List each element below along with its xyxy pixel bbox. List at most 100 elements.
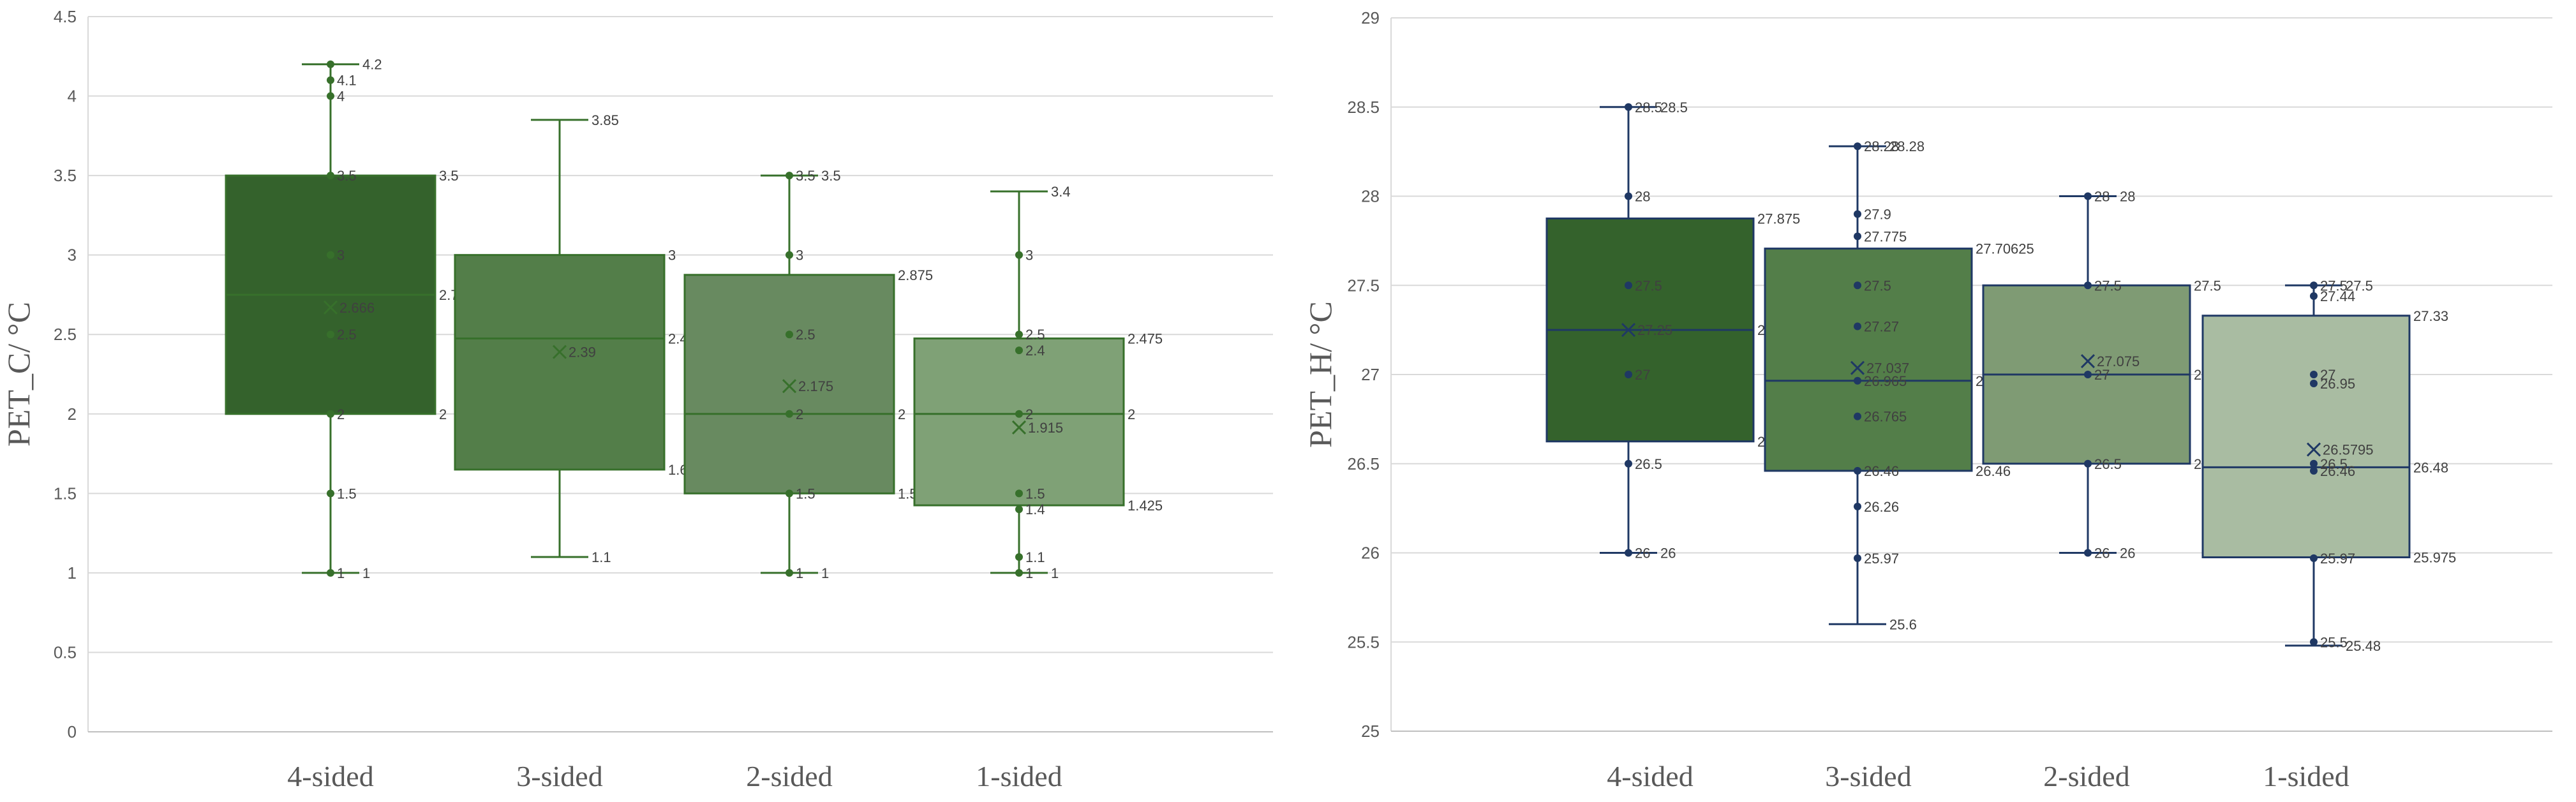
data-point-label: 3 [1025,248,1033,264]
data-point [327,92,334,100]
data-point [2084,549,2092,557]
data-point-label: 28.5 [1635,100,1662,115]
data-point-label: 26.26 [1864,499,1899,515]
y-tick-label: 3.5 [54,166,77,185]
data-point-label: 27.5 [2320,278,2348,293]
y-axis-title: PET_C/ °C [1,302,36,447]
y-tick-label: 28 [1361,187,1380,206]
data-point-label: 3.5 [796,168,815,184]
data-point-label: 4.1 [337,73,357,89]
y-tick-label: 1 [68,563,77,583]
data-point [785,251,793,259]
data-point [785,410,793,418]
data-point [327,489,334,498]
data-point [2084,459,2092,468]
data-point [327,251,334,259]
y-tick-label: 2 [68,405,77,424]
data-point-label: 26.46 [2320,463,2355,479]
data-point [327,172,334,180]
data-point [1015,505,1023,514]
x-category-label: 2-sided [746,760,832,792]
data-point [1015,568,1023,577]
mean-label: 1.915 [1028,420,1063,436]
data-point [327,330,334,339]
data-point-label: 27.27 [1864,319,1899,335]
x-category-label: 3-sided [516,760,602,792]
q3-label: 27.5 [2194,278,2221,293]
data-point-label: 2.5 [337,327,357,343]
data-point [1625,549,1632,557]
data-point-label: 3 [796,248,803,264]
data-point [1854,554,1861,562]
mean-marker [782,379,797,394]
y-tick-label: 4 [68,87,77,106]
x-category-label: 2-sided [2043,760,2129,792]
mean-label: 2.666 [339,300,375,316]
data-point [1015,489,1023,498]
data-point-label: 2.4 [1025,343,1045,359]
data-point-label: 1.5 [337,486,357,501]
q3-label: 27.875 [1757,211,1800,226]
mean-label: 27.037 [1866,360,1909,376]
box-3-sided: 25.97 26.26 26.46 26.765 26.965 27.27 27.5 27.7… [1764,138,2034,632]
min-label: 1 [821,565,829,581]
max-label: 3.5 [821,168,841,184]
data-point-label: 26.95 [2320,376,2355,392]
data-point-label: 2 [796,406,803,422]
y-tick-label: 28.5 [1347,98,1380,117]
min-label: 26 [2120,546,2135,561]
data-point [1625,459,1632,468]
data-point-label: 27.44 [2320,288,2355,304]
median-label: 26.48 [2413,459,2448,475]
data-point [1854,412,1861,420]
data-point-label: 2 [337,406,345,422]
data-point-label: 28.28 [1864,138,1899,154]
y-tick-label: 27 [1361,365,1380,384]
mean-marker [1011,420,1027,435]
data-point-label: 28 [1635,189,1650,205]
data-point-label: 1 [1025,565,1033,581]
data-point [1625,371,1632,378]
data-point-label: 2.5 [1025,327,1045,343]
min-label: 25.48 [2346,638,2381,654]
data-point-label: 26 [1635,546,1650,561]
data-point-label: 1 [796,565,803,581]
q3-label: 3.5 [439,168,459,184]
data-point-label: 27.9 [1864,206,1891,222]
data-point [1854,210,1861,218]
data-point [1015,330,1023,339]
x-category-label: 4-sided [287,760,373,792]
data-point [1625,192,1632,200]
data-point-label: 26 [2094,546,2110,561]
y-tick-label: 3 [68,246,77,265]
q3-label: 2.875 [898,267,933,283]
mean-marker [1621,323,1636,338]
data-point-label: 26.965 [1864,373,1907,389]
mean-label: 2.39 [569,345,596,360]
data-point-label: 3 [337,248,345,264]
data-point-label: 26.5 [2094,456,2122,472]
box-body [1764,248,1973,472]
data-point [327,410,334,418]
y-tick-label: 2.5 [54,325,77,344]
data-point [1854,466,1861,475]
box-body [683,274,895,494]
data-point-label: 25.97 [2320,551,2355,567]
data-point-label: 26.5 [2320,456,2348,472]
data-point [1015,553,1023,561]
data-point [2084,281,2092,290]
mean-marker [323,300,338,315]
data-point-label: 2 [1025,406,1033,422]
data-point-label: 1 [337,565,345,581]
data-point [327,76,334,84]
data-point-label: 1.5 [796,486,815,501]
mean-label: 2.175 [798,378,833,394]
max-label: 28.5 [1660,100,1688,115]
data-point [2310,292,2318,301]
data-point [1854,232,1861,241]
median-label: 2 [1128,406,1135,422]
box-3-sided: 2.3932.4751.653.851.1 [454,112,703,565]
